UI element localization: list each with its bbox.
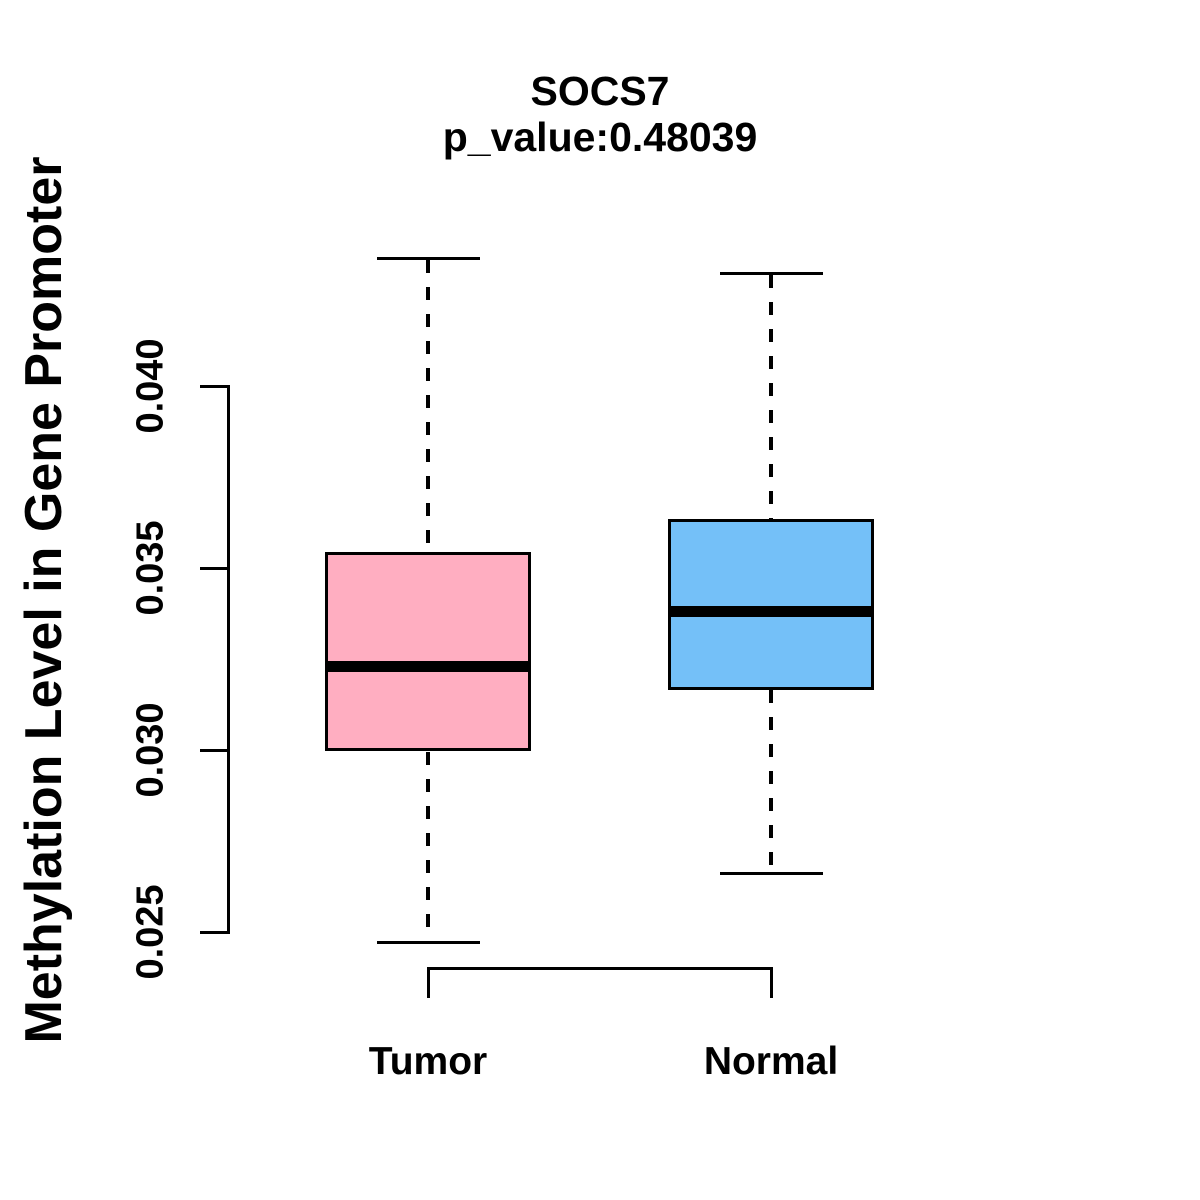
chart-title: SOCS7 [530, 68, 670, 114]
y-axis-tick [200, 384, 230, 388]
y-axis-tick-label: 0.030 [129, 702, 172, 798]
whisker-upper-normal [769, 274, 773, 520]
x-axis-line [426, 966, 773, 970]
median-normal [668, 606, 874, 618]
x-axis-label-normal: Normal [703, 1040, 839, 1083]
whisker-cap-bottom-normal [719, 872, 823, 876]
y-axis-line [227, 384, 230, 934]
y-axis-tick-label: 0.040 [129, 338, 172, 434]
box-tumor [325, 551, 531, 752]
y-axis-tick-label: 0.025 [129, 884, 172, 980]
box-normal [668, 519, 874, 690]
whisker-lower-tumor [426, 751, 430, 942]
x-axis-tick-normal [769, 968, 773, 998]
whisker-cap-top-tumor [376, 257, 480, 261]
title-block: SOCS7 p_value:0.48039 [443, 68, 758, 160]
whisker-cap-bottom-tumor [376, 941, 480, 945]
whisker-cap-top-normal [719, 271, 823, 275]
whisker-upper-tumor [426, 260, 430, 552]
y-axis-tick [200, 930, 230, 934]
x-axis-label-tumor: Tumor [368, 1040, 488, 1083]
median-tumor [325, 660, 531, 672]
y-axis-tick-label: 0.035 [129, 520, 172, 616]
chart-subtitle-pvalue: p_value:0.48039 [442, 114, 758, 160]
y-axis-tick [200, 566, 230, 570]
y-axis-tick [200, 748, 230, 752]
x-axis-tick-tumor [426, 968, 430, 998]
whisker-lower-normal [769, 689, 773, 873]
